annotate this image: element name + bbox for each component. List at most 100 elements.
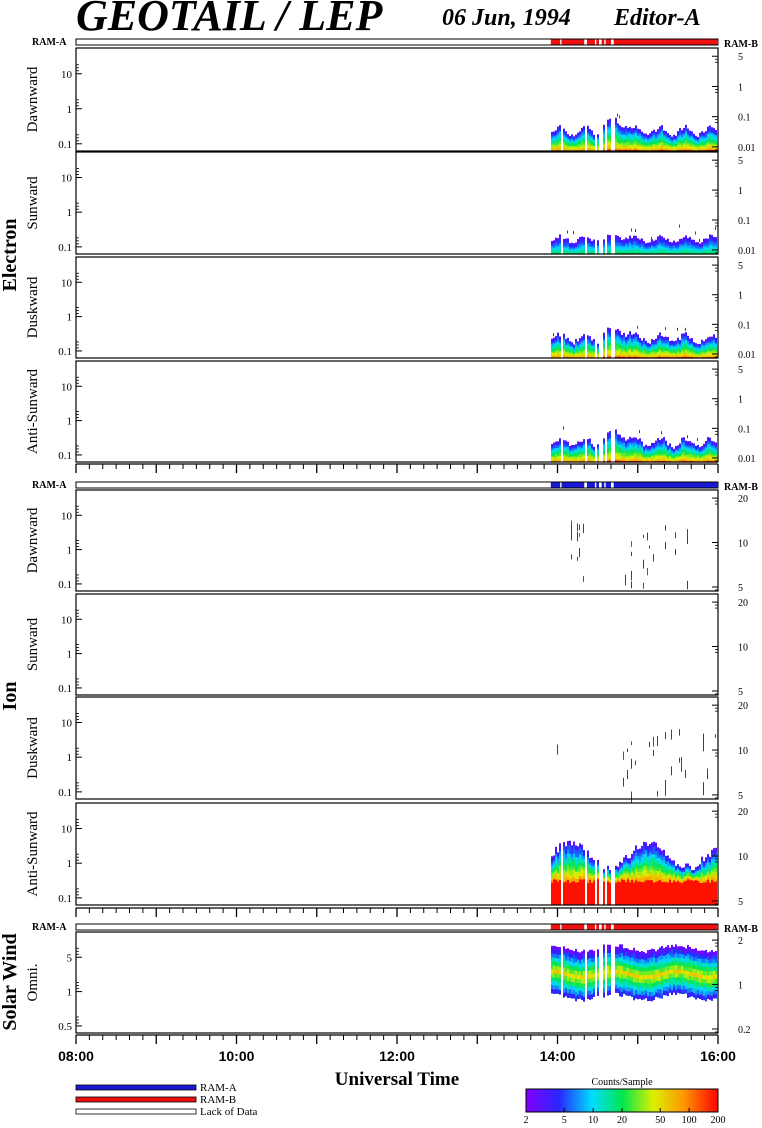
data-cell — [577, 147, 579, 149]
data-cell — [671, 457, 673, 460]
data-cell — [657, 130, 659, 133]
data-cell — [639, 456, 641, 460]
data-cell — [575, 243, 577, 245]
data-cell — [687, 450, 689, 453]
data-cell — [655, 446, 657, 449]
data-cell — [559, 338, 561, 341]
data-cell — [641, 878, 643, 883]
data-cell — [715, 353, 717, 356]
data-cell — [657, 251, 659, 254]
left-tick-label: 0.1 — [58, 450, 72, 462]
data-cell — [615, 124, 617, 128]
data-cell — [663, 456, 665, 460]
data-cell — [593, 142, 595, 145]
data-cell — [619, 147, 621, 150]
data-cell — [673, 142, 675, 145]
data-cell — [577, 353, 579, 356]
data-cell — [683, 351, 685, 354]
data-cell — [715, 734, 716, 738]
data-cell — [643, 147, 645, 150]
data-cell — [715, 443, 717, 446]
data-cell — [615, 350, 617, 353]
data-cell — [691, 134, 693, 137]
data-cell — [625, 241, 627, 243]
data-cell — [631, 354, 633, 357]
data-cell — [653, 352, 655, 355]
data-cell — [557, 138, 559, 142]
data-cell — [685, 457, 687, 460]
data-cell — [629, 338, 631, 342]
data-cell — [623, 332, 625, 336]
data-cell — [681, 444, 683, 447]
data-cell — [551, 861, 553, 865]
data-cell — [651, 142, 653, 145]
data-cell — [681, 446, 683, 449]
data-cell — [553, 148, 555, 151]
data-cell — [571, 147, 573, 150]
data-cell — [639, 851, 641, 856]
data-cell — [687, 241, 689, 244]
data-cell — [555, 340, 557, 343]
data-cell — [633, 344, 635, 347]
data-cell — [569, 455, 571, 457]
data-cell — [625, 131, 627, 134]
data-cell — [681, 333, 683, 336]
data-cell — [669, 454, 671, 456]
data-cell — [553, 344, 555, 347]
data-cell — [677, 138, 679, 141]
data-cell — [579, 238, 581, 240]
data-cell — [575, 147, 577, 150]
data-cell — [577, 532, 578, 542]
data-cell — [665, 250, 667, 253]
data-cell — [669, 351, 671, 354]
data-cell — [639, 855, 641, 859]
data-cell — [607, 247, 609, 250]
data-cell — [673, 341, 675, 343]
data-cell — [689, 442, 691, 445]
data-cell — [641, 453, 643, 456]
data-cell — [621, 249, 623, 251]
data-cell — [629, 346, 631, 349]
data-cell — [697, 144, 699, 146]
data-cell — [701, 456, 703, 458]
data-cell — [647, 449, 649, 452]
data-cell — [577, 239, 579, 241]
data-cell — [591, 148, 593, 151]
data-cell — [631, 336, 633, 339]
data-cell — [665, 145, 667, 148]
data-cell — [691, 141, 693, 144]
data-cell — [691, 142, 693, 145]
data-cell — [617, 876, 619, 879]
data-cell — [589, 246, 591, 248]
data-cell — [701, 248, 703, 250]
data-cell — [623, 440, 625, 444]
data-cell — [669, 251, 671, 253]
data-cell — [639, 251, 641, 254]
data-cell — [677, 250, 679, 252]
data-cell — [593, 352, 595, 355]
data-cell — [693, 446, 695, 448]
data-cell — [651, 136, 653, 139]
data-cell — [643, 582, 644, 589]
data-cell — [593, 244, 595, 247]
data-cell — [667, 247, 669, 250]
data-cell — [687, 146, 689, 149]
data-cell — [631, 456, 633, 460]
data-cell — [607, 137, 609, 141]
data-cell — [621, 246, 623, 249]
data-cell — [673, 242, 675, 245]
data-cell — [555, 345, 557, 348]
data-cell — [693, 352, 695, 354]
data-cell — [587, 453, 589, 456]
data-cell — [589, 144, 591, 147]
data-cell — [629, 456, 631, 459]
data-cell — [695, 247, 697, 249]
data-cell — [715, 143, 717, 146]
data-cell — [679, 444, 681, 447]
data-cell — [555, 457, 557, 460]
data-cell — [589, 451, 591, 455]
data-cell — [635, 132, 637, 136]
data-cell — [565, 240, 567, 243]
data-cell — [577, 863, 579, 868]
data-cell — [573, 453, 575, 456]
